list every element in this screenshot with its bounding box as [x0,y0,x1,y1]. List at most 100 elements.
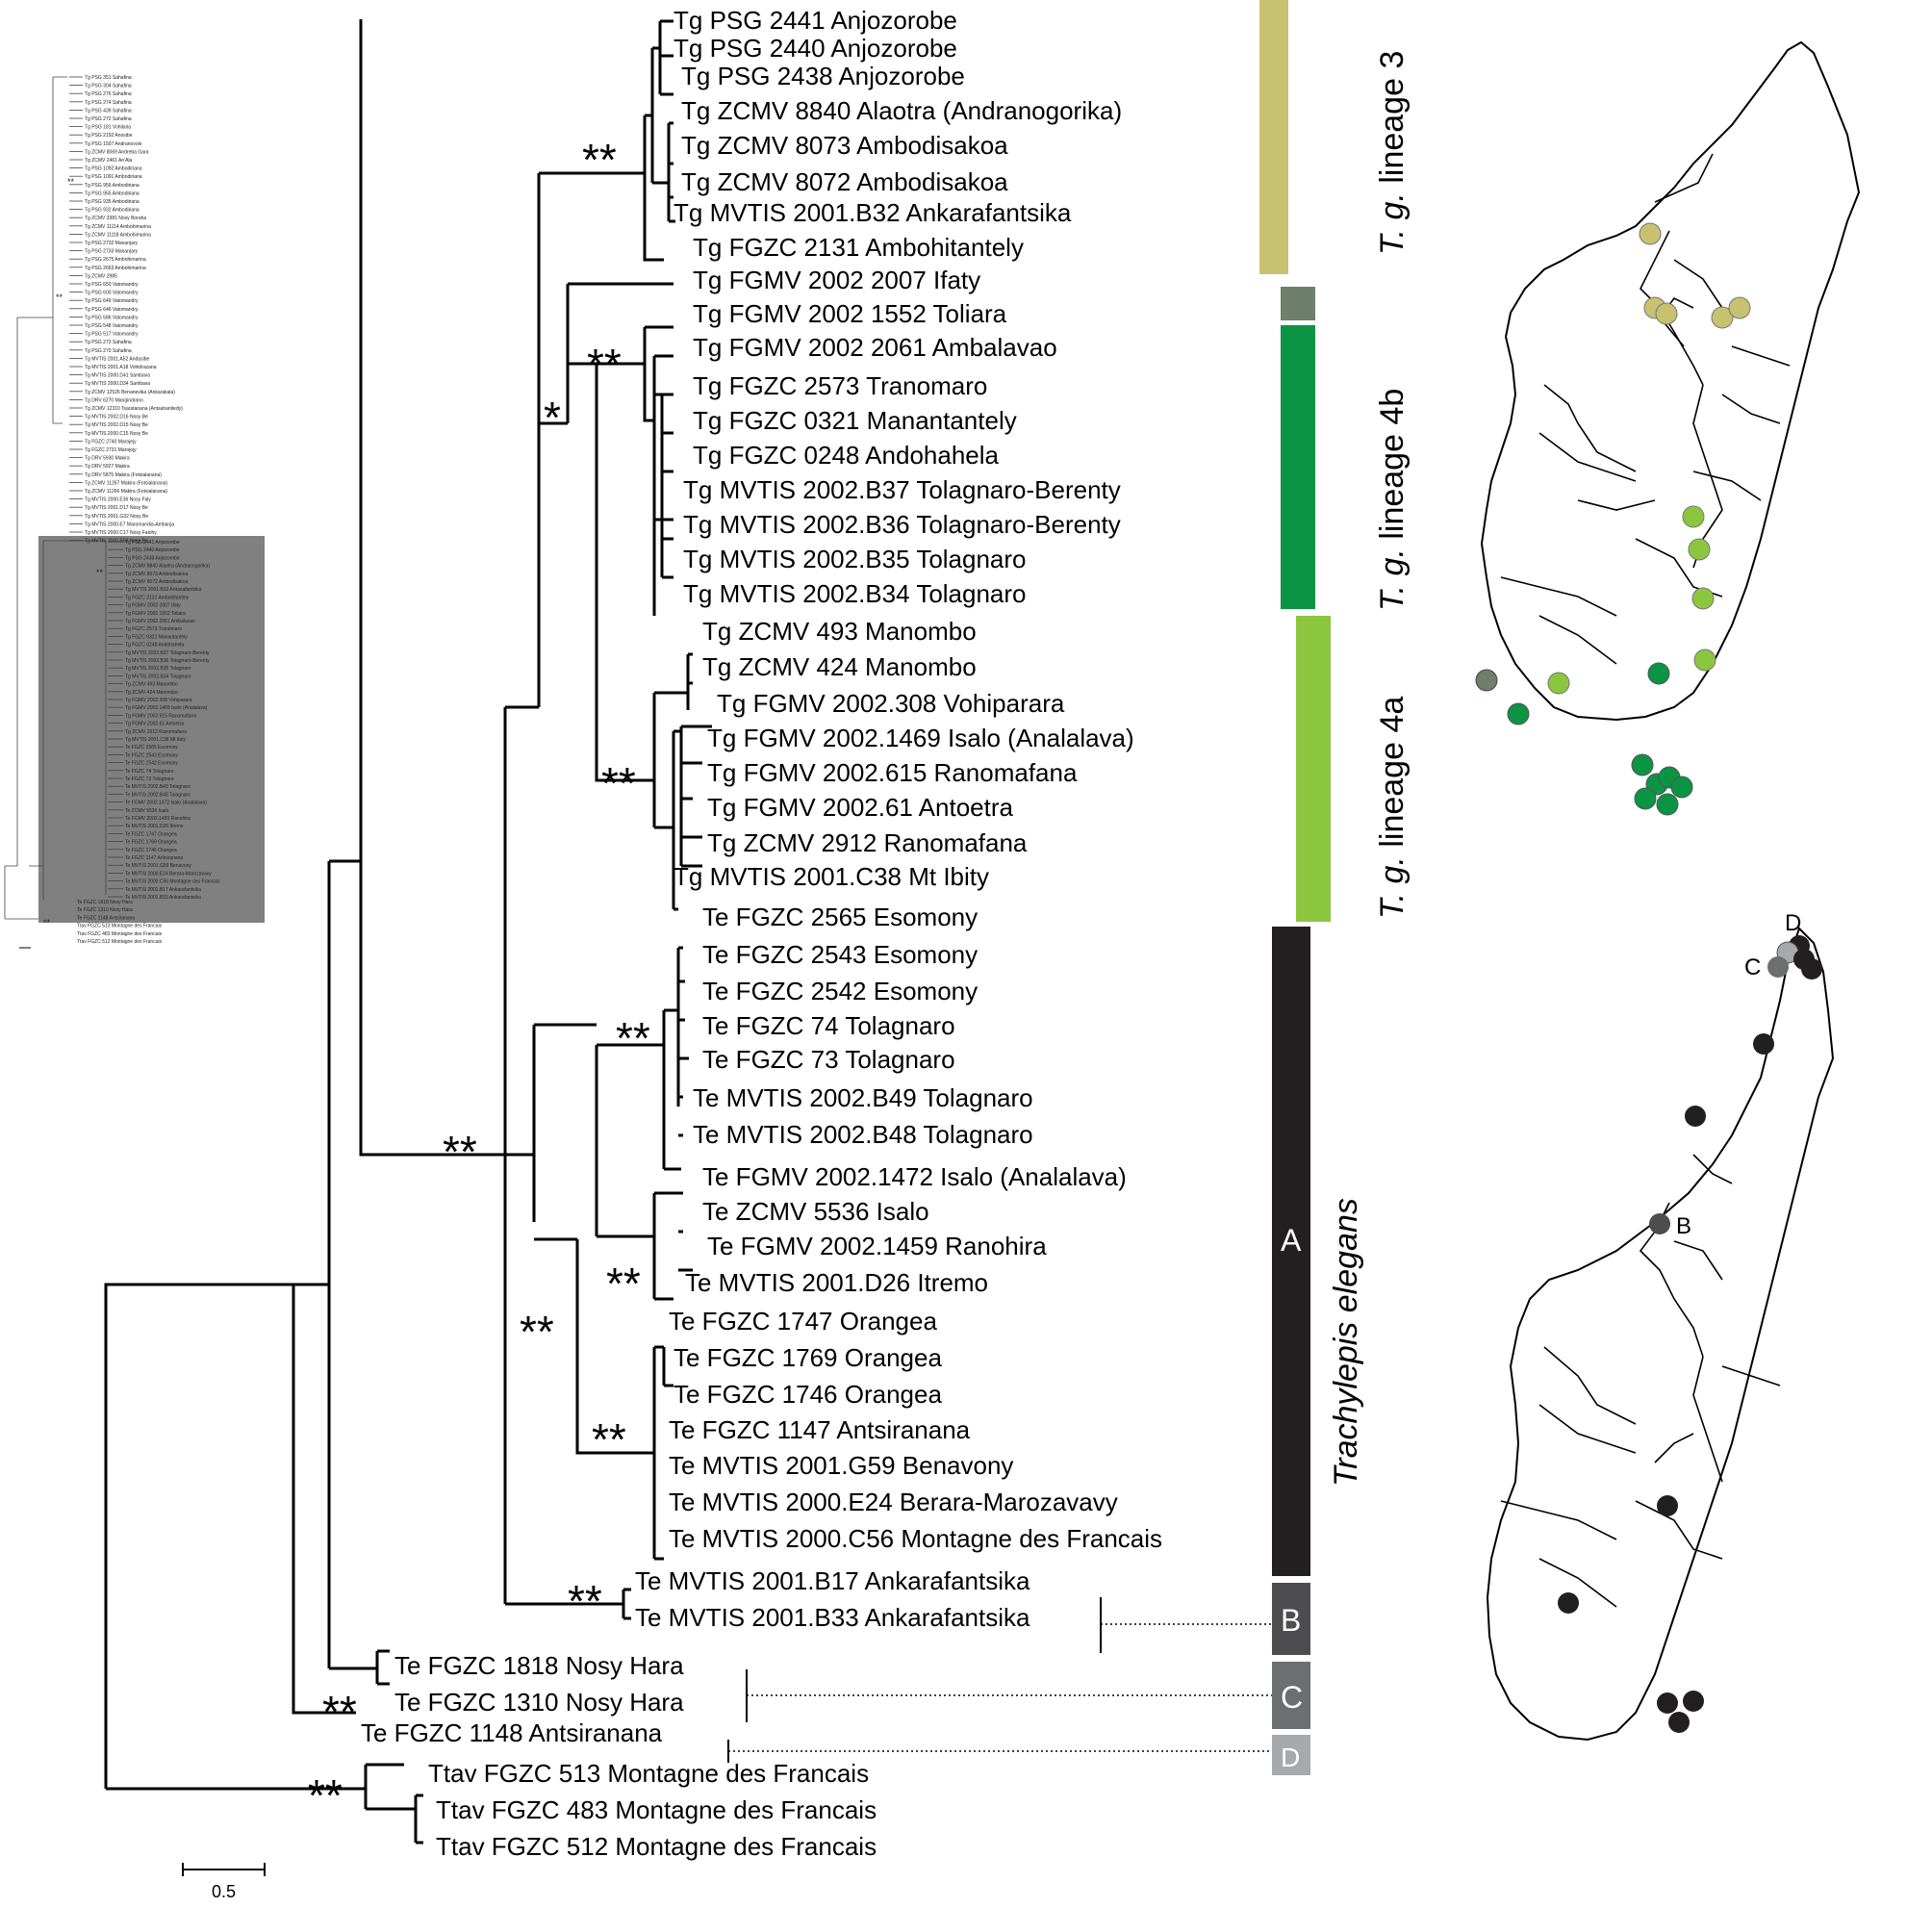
overview-lower-label: Te FGZC 1148 Antsiranana [77,915,135,921]
clade-d-bar [1272,1735,1310,1775]
overview-support-2: ** [56,293,64,302]
overview-tip-label: Tg MVTIS 2001.A52 Andasibe [85,356,149,362]
point-lineage3 [1728,296,1751,319]
overview-tip-label: Tg MVTIS 2001.A18 Vohidrazana [85,365,157,370]
tip-label: Te MVTIS 2002.B48 Tolagnaro [693,1120,1033,1149]
overview-tree: Tg PSG 351 Sahafina Tg PSG 304 Sahafina Tg… [4,75,265,949]
support-orangea: ** [592,1414,626,1464]
overview-tip-label: Tg ZCMV 2461 An'Ala [85,158,133,164]
overview-tip-label: Tg MVTIS 2000.D41 Sambava [85,373,150,379]
tip-label: Tg FGMV 2002.615 Ranomafana [707,758,1078,787]
tip-label: Te FGZC 73 Tolagnaro [702,1045,955,1074]
point-lineage4b [1670,776,1693,799]
overview-highlight-label: Te MVTIS 2002.B48 Tolagnaro [125,792,191,798]
overview-highlight-label: Tg MVTIS 2002.B35 Tolagnaro [125,666,191,672]
point-lineage4a [1691,587,1715,610]
overview-tip-label: Tg DRV 5927 Makira [85,464,130,470]
tip-label: Te MVTIS 2001.B33 Ankarafantsika [635,1603,1030,1632]
overview-highlight-label: Tg FGZC 2573 Tranomaro [125,626,182,632]
overview-tip-label: Tg PSG 2732 Mananjary [85,241,139,246]
tip-label: Te FGZC 1769 Orangea [674,1343,942,1372]
overview-highlight-label: Tg PSG 2440 Anjozorobe [125,547,180,553]
overview-highlight-label: Tg FGMV 2002.61 Antoetra [125,722,184,727]
overview-support-4: ** [43,918,51,928]
point-clade-a [1683,1691,1704,1712]
point-clade-a [1793,949,1815,970]
overview-highlight-label: Tg MVTIS 2001.C38 Mt Ibity [125,737,187,743]
tip-label: Te FGZC 2565 Esomony [702,903,978,931]
overview-tip-label: Tg MVTIS 2000.B58 Nosy Be [85,539,148,545]
tip-label: Te FGZC 1148 Antsiranana [361,1718,663,1747]
overview-tip-label: Tg FGZC 2731 Marojejy [85,447,137,453]
overview-highlight-label: Tg FGMV 2002.615 Ranomafana [125,713,196,719]
overview-tip-label: Tg PSG 649 Vatomandry [85,298,139,304]
overview-tip-label: Tg PSG 276 Sahafina [85,91,132,97]
overview-lower-label: Te FGZC 1818 Nosy Hara [77,900,133,905]
scale-label: 0.5 [212,1882,236,1901]
overview-highlight-label: Te FGZC 2565 Esomony [125,745,179,750]
tip-label: Te MVTIS 2001.G59 Benavony [669,1451,1013,1480]
overview-tip-label: Tg PSG 586 Vatomandry [85,315,139,320]
overview-tip-label: Tg PSG 2733 Mananjary [85,249,139,255]
lineage-bars: A B C D [1259,0,1331,1775]
overview-tip-label: Tg ZCMV 12526 Benanevika (Ankarakala) [85,390,175,395]
map-outline [1480,40,1861,722]
ifaty-bar [1281,287,1315,320]
map-bottom-points [1558,935,1822,1733]
point-lineage4b [1507,702,1530,725]
tip-label: Tg FGMV 2002 2007 Ifaty [693,266,980,294]
tip-label: Te FGZC 1747 Orangea [669,1307,937,1336]
support-te-a: ** [520,1307,554,1357]
tip-label: Te FGMV 2002.1459 Ranohira [707,1232,1047,1260]
overview-tip-label: Tg PSG 272 Sahafina [85,116,132,122]
tip-label: Te MVTIS 2002.B49 Tolagnaro [693,1083,1033,1112]
overview-highlight-label: Te MVTIS 2001.D26 Itremo [125,824,184,829]
overview-highlight-label: Tg ZCMV 8073 Ambodisakoa [125,572,189,577]
overview-highlight-label: Tg FGMV 2002 2061 Ambalavao [125,619,195,624]
overview-tip-label: Tg ZCMV 12310 Tsaratanana (Antsahanitedy… [85,406,183,412]
support-outgroup: ** [308,1770,343,1820]
overview-lower-label: Ttav FGZC 483 Montagne des Francais [77,931,163,937]
point-lineage4a [1682,505,1705,528]
overview-highlight-label: Tg FGMV 2002.1469 Isalo (Analalava) [125,705,208,711]
overview-tip-label: Tg MVTIS 2001.D17 Nosy Be [85,505,148,511]
point-lineage4b [1631,753,1654,776]
overview-tip-label: Tg DRV 6270 Mangindrano [85,397,143,403]
tip-label: Tg FGZC 0321 Manantantely [693,406,1017,435]
overview-highlight-label: Tg ZCMV 8072 Ambodisakoa [125,579,189,585]
overview-highlight-label: Tg MVTIS 2002.B37 Tolagnaro-Berenty [125,650,210,656]
point-ifaty [1475,669,1498,692]
overview-highlight-label: Tg MVTIS 2001.B32 Ankarafantsika [125,587,202,593]
overview-highlight-label: Te FGZC 73 Tolagnaro [125,776,174,782]
tip-label: Tg ZCMV 424 Manombo [702,652,977,681]
point-lineage4b [1647,662,1670,685]
overview-tip-label: Tg MVTIS 2002.D16 Nosy Be [85,415,148,420]
overview-tip-label: Tg PSG 439 Sahafina [85,108,132,114]
overview-tip-label: Tg PSG 181 Vohibola [85,125,131,131]
overview-highlight-label: Tg ZCMV 2912 Ranomafana [125,729,187,735]
support-clade-b: ** [568,1576,602,1626]
overview-tip-label: Tg PSG 956 Ambodiriana [85,183,140,189]
clade-d-label: D [1281,1743,1300,1772]
tip-label: Tg FGMV 2002 2061 Ambalavao [693,333,1057,362]
overview-tip-label: Tg PSG 955 Ambodiriana [85,191,140,196]
overview-tip-label: Tg PSG 650 Vatomandry [85,282,139,288]
overview-highlight-label: Te FGZC 1746 Orangea [125,848,177,853]
overview-tip-label: Tg ZCMV 11266 Makira (Fotsialanana) [85,489,167,495]
lineage3-bar [1259,0,1288,274]
tip-label: Te ZCMV 5536 Isalo [702,1197,929,1226]
tip-label: Tg ZCMV 493 Manombo [702,617,977,646]
overview-tip-label: Tg PSG 2192 Anosibe [85,133,133,139]
overview-tip-label: Tg PSG 646 Vatomandry [85,307,139,313]
tip-label: Te FGZC 1746 Orangea [674,1380,942,1409]
lineage4a-label: T. g. lineage 4a [1374,697,1411,919]
tip-label: Tg FGMV 2002 1552 Toliara [693,299,1007,328]
tip-label: Tg MVTIS 2001.C38 Mt Ibity [674,862,989,891]
overview-highlight-label: Te MVTIS 2001.B17 Ankarafantsika [125,887,201,893]
tip-label: Tg MVTIS 2002.B34 Tolagnaro [683,579,1027,608]
support-clade-c: ** [322,1687,357,1737]
overview-tip-label: Tg PSG 1091 Ambodiriana [85,174,142,180]
overview-highlight-label: Te FGZC 1769 Orangea [125,840,177,846]
overview-tip-label: Tg ZCMV 11114 Ambohimarina [85,224,151,230]
